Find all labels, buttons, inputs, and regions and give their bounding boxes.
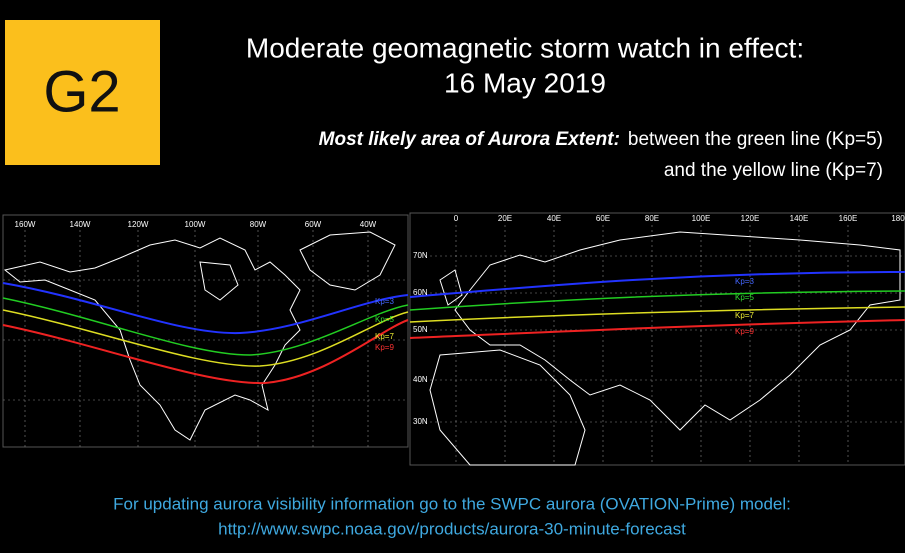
- kp3-line: [409, 271, 905, 298]
- grid: [3, 230, 408, 447]
- longitude-label: 60W: [305, 220, 322, 229]
- longitude-label: 120W: [128, 220, 149, 229]
- longitude-label: 160W: [15, 220, 36, 229]
- latitude-label: 30N: [413, 417, 428, 426]
- badge: [5, 20, 160, 165]
- subtitle-line: between the green line (Kp=5): [628, 129, 883, 150]
- latitude-label: 40N: [413, 375, 428, 384]
- longitude-label: 120E: [741, 214, 760, 223]
- kp5-line: [2, 297, 409, 356]
- longitude-label: 140E: [790, 214, 809, 223]
- longitude-label: 40W: [360, 220, 377, 229]
- kp3-line: [2, 282, 409, 335]
- longitude-label: 160E: [839, 214, 858, 223]
- kp-label: Kp=9: [375, 343, 394, 352]
- longitude-label: 140W: [70, 220, 91, 229]
- kp-label: Kp=7: [735, 311, 754, 320]
- longitude-label: 40E: [547, 214, 561, 223]
- kp-label: Kp=3: [375, 297, 394, 306]
- latitude-label: 60N: [413, 288, 428, 297]
- longitude-label: 20E: [498, 214, 512, 223]
- longitude-label: 80E: [645, 214, 659, 223]
- latitude-label: 70N: [413, 251, 428, 260]
- coastline: [199, 261, 239, 301]
- map-eurasia: 0 20E 40E 60E 80E 100E 120E 140E 160E 180 70N 60N 50…: [409, 212, 905, 466]
- latitude-label: 50N: [413, 325, 428, 334]
- coastline: [299, 231, 396, 291]
- subtitle-line: and the yellow line (Kp=7): [664, 160, 883, 181]
- longitude-label: 60E: [596, 214, 610, 223]
- subtitle: Most likely area of Aurora Extent: betwee…: [319, 129, 883, 150]
- kp-label: Kp=7: [375, 332, 394, 341]
- badge-label: G2: [43, 59, 120, 124]
- kp5-line: [409, 290, 905, 311]
- coastline: [3, 237, 301, 441]
- coastline: [454, 231, 901, 431]
- title-date: 16 May 2019: [444, 67, 606, 98]
- longitude-label: 100W: [185, 220, 206, 229]
- map-frame: [409, 212, 905, 466]
- longitude-label: 180: [891, 214, 905, 223]
- kp9-line: [2, 319, 409, 385]
- kp-label: Kp=9: [735, 327, 754, 336]
- footer-link[interactable]: http://www.swpc.noaa.gov/products/aurora…: [218, 519, 686, 538]
- grid: [425, 225, 905, 465]
- coastline: [429, 349, 586, 466]
- kp-label: Kp=3: [735, 277, 754, 286]
- map-north-america: 160W 140W 120W 100W 80W 60W 40W Kp=3 Kp=5 Kp=7 Kp=…: [2, 214, 409, 448]
- longitude-label: 100E: [692, 214, 711, 223]
- longitude-label: 0: [454, 214, 459, 223]
- title: Moderate geomagnetic storm watch in effe…: [246, 32, 804, 63]
- kp-label: Kp=5: [735, 293, 754, 302]
- coastline: [439, 269, 463, 306]
- kp-label: Kp=5: [375, 315, 394, 324]
- kp7-line: [409, 306, 905, 323]
- kp9-line: [409, 319, 905, 339]
- footer-text: For updating aurora visibility informati…: [113, 494, 791, 513]
- longitude-label: 80W: [250, 220, 267, 229]
- subtitle-emphasis: Most likely area of Aurora Extent:: [319, 129, 620, 150]
- kp7-line: [2, 309, 409, 367]
